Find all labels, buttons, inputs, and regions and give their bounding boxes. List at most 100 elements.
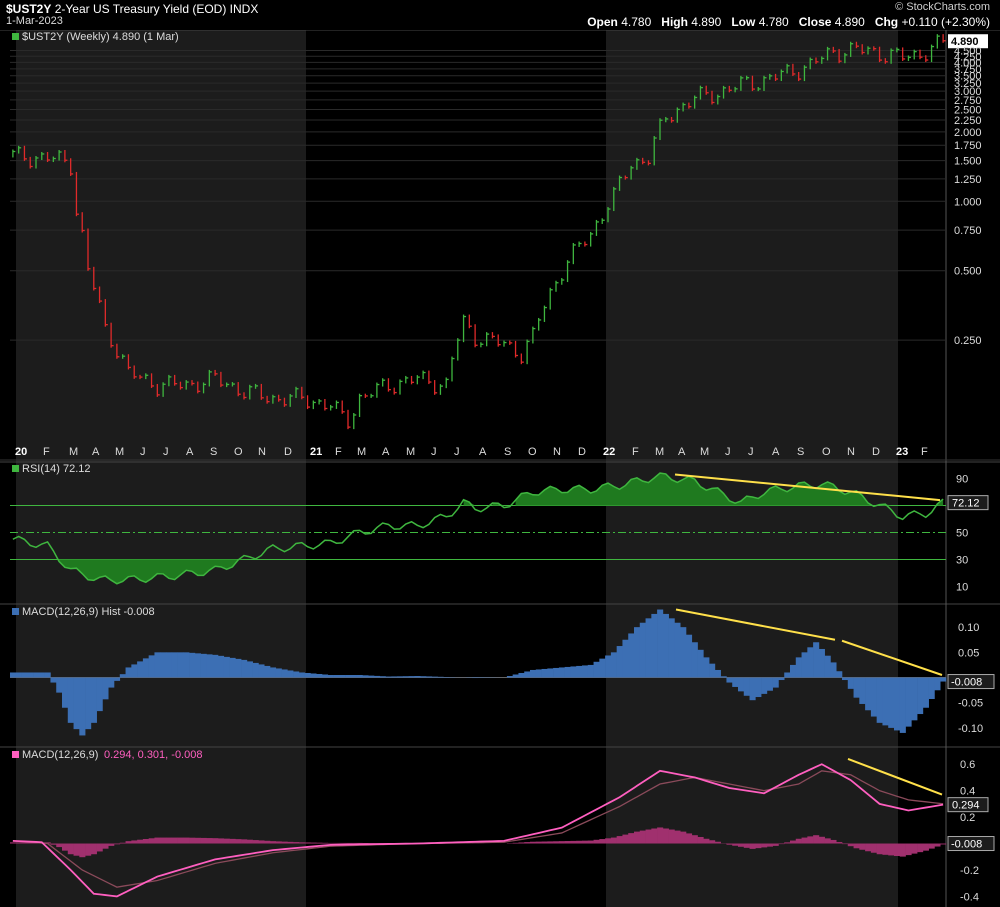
hist-bar	[674, 622, 681, 678]
macd-hist-bar	[212, 838, 219, 844]
macd-hist-bar	[894, 843, 901, 857]
macd-hist-bar	[709, 840, 716, 844]
x-tick-label: A	[382, 446, 390, 458]
macd-hist-bar	[738, 843, 745, 847]
price-tick-label: 3.000	[954, 86, 982, 98]
macd-hist-bar	[108, 843, 115, 846]
x-tick-label: M	[700, 446, 709, 458]
hist-bar	[223, 656, 230, 678]
macd-hist-bar	[27, 842, 34, 844]
macd-hist-bar	[125, 841, 132, 844]
hist-bar	[801, 652, 808, 678]
macd-hist-bar	[801, 837, 808, 844]
hist-bar	[246, 661, 253, 678]
hist-bar	[137, 661, 144, 678]
x-tick-label: O	[234, 446, 243, 458]
x-tick-label: F	[335, 446, 342, 458]
hist-bar	[899, 677, 906, 733]
rsi-tick-label: 10	[956, 582, 968, 594]
hist-bar	[379, 676, 386, 678]
instrument-name: 2-Year US Treasury Yield (EOD)	[54, 2, 227, 16]
hist-bar	[922, 677, 929, 708]
hist-bar	[27, 672, 34, 678]
price-last-label: 4.890	[951, 36, 979, 48]
macd-hist-bar	[148, 838, 155, 844]
x-tick-label: A	[772, 446, 780, 458]
rsi-line	[12, 472, 944, 585]
macd-hist-bar	[928, 843, 935, 849]
x-tick-label: N	[258, 446, 266, 458]
hist-bar	[235, 658, 242, 678]
hist-bar	[229, 657, 236, 678]
hist-bar	[114, 677, 121, 681]
hist-bar	[345, 675, 352, 678]
hist-last-label: -0.008	[951, 677, 982, 689]
macd-hist-bar	[85, 843, 92, 856]
hist-bar	[616, 646, 623, 678]
hist-bar	[628, 633, 635, 678]
hist-bar	[293, 671, 300, 678]
macd-tick-label: 0.6	[960, 759, 975, 771]
hist-bar	[194, 653, 201, 678]
hist-bar	[738, 677, 745, 692]
hist-bar	[125, 667, 132, 678]
macd-hist-bar	[15, 842, 22, 844]
price-tick-label: 1.000	[954, 196, 982, 208]
ohlc-readout: Open 4.780 High 4.890 Low 4.780 Close 4.…	[587, 15, 990, 29]
hist-bar	[784, 672, 791, 678]
macd-last-box	[947, 797, 989, 813]
macd-hist-bar	[90, 843, 97, 855]
macd-hist-bar	[686, 833, 693, 844]
macd-hist-bar	[316, 842, 323, 844]
hist-bar	[847, 677, 854, 689]
hist-bar	[96, 677, 103, 712]
year-shade	[606, 30, 898, 907]
rsi-trendline	[674, 473, 941, 502]
rsi-legend: RSI(14) 72.12	[22, 463, 90, 475]
rsi-last-box	[947, 495, 989, 511]
hist-bar	[258, 664, 265, 678]
x-tick-label: A	[186, 446, 194, 458]
macd-line	[12, 763, 944, 898]
macd-hist-bar	[339, 842, 346, 844]
macd-hist-bar	[576, 840, 583, 844]
x-tick-label: F	[921, 446, 928, 458]
macd-tick-label: -0.4	[960, 891, 979, 903]
title: $UST2Y 2-Year US Treasury Yield (EOD) IN…	[6, 2, 258, 16]
hist-bar	[876, 677, 883, 723]
macd-hist-bar	[749, 843, 756, 849]
macd-hist-bar	[593, 839, 600, 844]
macd-hist-bar	[235, 839, 242, 844]
macd-hist-bar	[628, 833, 635, 844]
macd-hist-bar	[524, 842, 531, 844]
macd-hist-bar	[166, 837, 173, 844]
macd-hist-bar	[10, 842, 17, 844]
hist-bar	[934, 677, 941, 691]
low-label: Low	[731, 15, 756, 29]
macd-hist-bar	[772, 843, 779, 846]
chart-svg: 4.8904.5004.2504.0003.7503.5003.2503.000…	[0, 30, 1000, 907]
macd-legend: MACD(12,26,9)	[22, 749, 98, 761]
x-tick-label: S	[210, 446, 217, 458]
hist-bar	[131, 664, 138, 678]
rsi-tick-label: 90	[956, 474, 968, 486]
macd-legend-swatch	[12, 751, 19, 758]
open-label: Open	[587, 15, 618, 29]
macd-hist-bar	[142, 839, 149, 844]
hist-bar	[154, 652, 161, 678]
macd-hist-bar	[697, 836, 704, 844]
hist-bar	[356, 675, 363, 678]
price-tick-label: 3.750	[954, 64, 982, 76]
hist-bar	[697, 649, 704, 678]
hist-bar	[668, 618, 675, 678]
hist-bar	[414, 676, 421, 678]
macd-hist-bar	[570, 840, 577, 844]
hist-bar	[870, 677, 877, 717]
hist-bar	[610, 652, 617, 678]
macd-hist-bar	[726, 843, 733, 845]
hist-bar	[402, 676, 409, 678]
hist-bar	[333, 675, 340, 678]
hist-bar	[743, 677, 750, 696]
hist-bar	[553, 667, 560, 678]
x-tick-label: O	[528, 446, 537, 458]
